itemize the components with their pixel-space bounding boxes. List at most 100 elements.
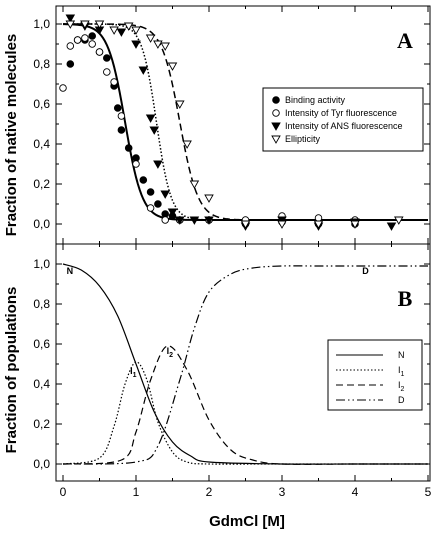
panel-b-letter: B bbox=[398, 286, 413, 311]
panel-b-x-tick-label: 2 bbox=[206, 485, 213, 499]
data-point-open-triangle-down bbox=[160, 42, 170, 51]
data-point-filled-triangle-down bbox=[277, 216, 287, 225]
data-point-filled-triangle-down bbox=[386, 222, 397, 231]
panel-b-y-tick-label: 0,8 bbox=[33, 297, 50, 311]
legend-marker-filled-triangle-down bbox=[271, 122, 281, 131]
curve-label-d: D bbox=[362, 266, 369, 276]
panel-b-x-tick-label: 1 bbox=[133, 485, 140, 499]
data-point-open-circle bbox=[161, 216, 169, 224]
panel-a-letter: A bbox=[397, 28, 413, 53]
data-point-open-circle bbox=[103, 68, 111, 76]
data-point-filled-circle bbox=[113, 104, 122, 112]
data-point-filled-circle bbox=[124, 144, 133, 152]
data-point-open-triangle-down bbox=[277, 220, 287, 229]
panel-b-legend-box bbox=[327, 339, 423, 411]
panel-b-y-tick-label: 0,2 bbox=[33, 417, 50, 431]
panel-b: B Fraction of populations GdmCl [M] 0,0 0… bbox=[3, 243, 432, 530]
data-point-open-triangle-down bbox=[131, 26, 141, 35]
panel-b-y-tick-label: 0,0 bbox=[33, 457, 50, 471]
data-point-open-triangle-down bbox=[94, 20, 105, 29]
data-point-open-triangle-down bbox=[204, 194, 214, 203]
data-point-open-circle bbox=[81, 34, 89, 42]
data-point-open-triangle-down bbox=[175, 100, 185, 109]
legend-label-n: N bbox=[398, 350, 405, 360]
data-point-open-circle bbox=[146, 204, 155, 212]
data-point-open-triangle-down bbox=[313, 220, 324, 229]
panel-a-y-tick-label: 0,6 bbox=[33, 97, 50, 111]
data-point-filled-triangle-down bbox=[153, 160, 163, 169]
panel-b-y-tick-label: 0,4 bbox=[33, 377, 50, 391]
legend-label-binding-activity: Binding activity bbox=[285, 95, 346, 105]
panel-b-curve-labels: N I1 I2 D bbox=[67, 266, 370, 379]
population-line-i2 bbox=[62, 345, 428, 465]
legend-label-i2: I2 bbox=[398, 380, 405, 393]
population-line-d bbox=[62, 265, 428, 465]
panel-b-x-tick-label: 3 bbox=[279, 485, 286, 499]
data-point-filled-circle bbox=[66, 60, 75, 68]
legend-label-ans-fluorescence: Intensity of ANS fluorescence bbox=[285, 121, 403, 131]
data-point-filled-triangle-down bbox=[131, 40, 141, 49]
panel-a-legend-markers bbox=[271, 96, 281, 144]
data-point-filled-circle bbox=[88, 32, 96, 40]
legend-label-subscript: 1 bbox=[401, 371, 405, 378]
curve-label-i2: I2 bbox=[167, 346, 174, 359]
panel-b-frame bbox=[55, 243, 431, 482]
legend-label-i1: I1 bbox=[398, 365, 405, 378]
data-point-filled-triangle-down bbox=[175, 216, 185, 225]
legend-label-tyr-fluorescence: Intensity of Tyr fluorescence bbox=[285, 108, 397, 118]
panel-b-x-tick-label: 5 bbox=[425, 485, 432, 499]
legend-marker-filled-circle bbox=[272, 96, 280, 104]
data-point-open-triangle-down bbox=[167, 62, 178, 71]
data-point-open-triangle-down bbox=[394, 216, 404, 225]
data-point-filled-triangle-down bbox=[204, 216, 214, 225]
data-point-open-triangle-down bbox=[189, 180, 200, 189]
panel-b-x-tick-label: 4 bbox=[352, 485, 359, 499]
data-point-filled-circle bbox=[117, 126, 126, 134]
curve-label-i1: I1 bbox=[130, 366, 137, 379]
panel-a: A Fraction of native molecules 0,0 0,2 0,4… bbox=[3, 5, 431, 245]
data-point-open-circle bbox=[314, 214, 323, 222]
data-point-open-triangle-down bbox=[123, 22, 134, 31]
data-point-open-circle bbox=[66, 42, 75, 50]
data-point-open-triangle-down bbox=[109, 26, 119, 35]
panel-a-data-points bbox=[59, 14, 404, 231]
data-point-filled-triangle-down bbox=[167, 208, 178, 217]
data-point-open-triangle-down bbox=[240, 220, 251, 229]
panel-b-legend-entries: N I1 I2 D bbox=[336, 350, 405, 405]
panel-b-y-axis-title: Fraction of populations bbox=[3, 287, 20, 454]
data-point-open-triangle-down bbox=[153, 40, 163, 49]
curve-label-subscript: 2 bbox=[169, 352, 173, 359]
panel-a-y-tick-label: 0,8 bbox=[33, 57, 50, 71]
panel-a-ticks: 0,0 0,2 0,4 0,6 0,8 1,0 bbox=[33, 6, 430, 244]
curve-label-n: N bbox=[67, 266, 74, 276]
data-point-filled-triangle-down bbox=[149, 126, 160, 135]
data-point-filled-triangle-down bbox=[160, 190, 170, 199]
legend-label-ellipticity: Ellipticity bbox=[285, 134, 321, 144]
data-point-filled-triangle-down bbox=[116, 28, 127, 37]
data-point-open-circle bbox=[117, 112, 126, 120]
data-point-filled-circle bbox=[139, 176, 148, 184]
data-point-open-circle bbox=[88, 40, 96, 48]
panel-b-y-tick-label: 1,0 bbox=[33, 257, 50, 271]
data-point-open-triangle-down bbox=[80, 20, 90, 29]
panel-a-legend: Binding activity Intensity of Tyr fluore… bbox=[262, 87, 424, 152]
data-point-open-triangle-down bbox=[145, 34, 156, 43]
data-point-filled-circle bbox=[154, 200, 162, 208]
data-point-filled-triangle-down bbox=[65, 14, 76, 23]
legend-marker-open-circle bbox=[272, 109, 280, 117]
panel-b-legend: N I1 I2 D bbox=[327, 339, 423, 411]
x-axis-title: GdmCl [M] bbox=[209, 513, 285, 530]
panel-a-y-axis-title: Fraction of native molecules bbox=[3, 34, 20, 237]
panel-a-y-tick-label: 0,2 bbox=[33, 177, 50, 191]
panel-a-y-tick-label: 0,4 bbox=[33, 137, 50, 151]
data-point-open-circle bbox=[95, 48, 104, 56]
data-point-filled-triangle-down bbox=[189, 216, 200, 225]
data-point-open-triangle-down bbox=[182, 140, 192, 149]
data-point-filled-triangle-down bbox=[145, 114, 156, 123]
panel-b-population-lines bbox=[62, 263, 428, 465]
panel-a-y-tick-label: 0,0 bbox=[33, 217, 50, 231]
panel-b-ticks: 0,0 0,2 0,4 0,6 0,8 1,0 0 1 2 3 4 5 bbox=[33, 244, 432, 499]
panel-a-legend-box bbox=[262, 87, 424, 152]
data-point-filled-circle bbox=[146, 188, 155, 196]
